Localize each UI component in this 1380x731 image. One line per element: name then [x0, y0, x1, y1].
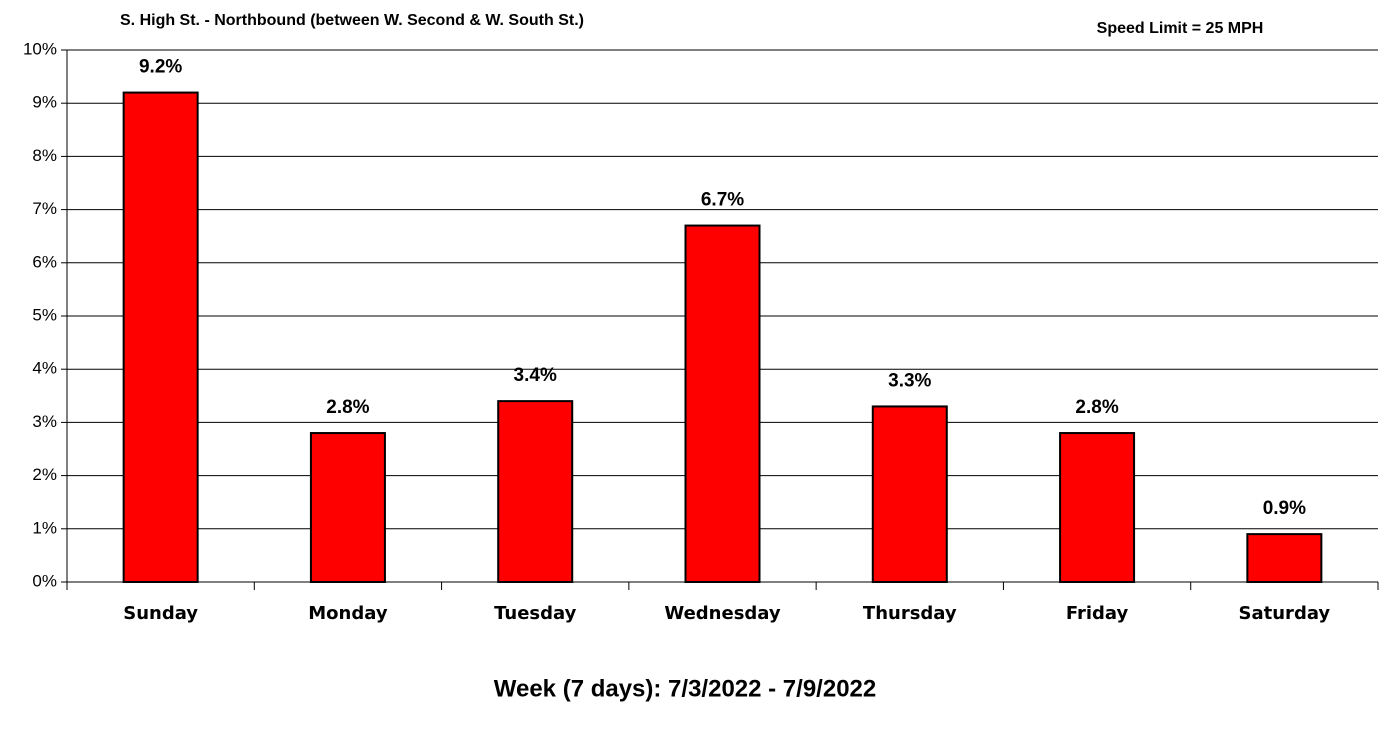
x-tick-label: Saturday	[1239, 603, 1331, 624]
x-tick-label: Sunday	[123, 603, 198, 624]
y-tick-label: 9%	[32, 93, 57, 112]
x-tick-label: Wednesday	[664, 603, 781, 624]
y-tick-label: 3%	[32, 412, 57, 431]
y-tick-label: 7%	[32, 199, 57, 218]
y-tick-label: 0%	[32, 571, 57, 590]
bar	[871, 405, 948, 583]
value-label: 6.7%	[701, 190, 744, 211]
value-label: 9.2%	[139, 57, 182, 78]
value-label: 2.8%	[326, 397, 369, 418]
value-label: 2.8%	[1075, 397, 1118, 418]
bar	[309, 432, 386, 584]
annotation: Speed Limit = 25 MPH	[1097, 20, 1264, 37]
x-axis-label: Week (7 days): 7/3/2022 - 7/9/2022	[494, 675, 876, 702]
x-tick-label: Tuesday	[494, 603, 577, 624]
bar	[497, 400, 574, 583]
y-tick-label: 1%	[32, 518, 57, 537]
y-tick-label: 2%	[32, 465, 57, 484]
bar	[122, 91, 199, 583]
bar	[684, 224, 761, 583]
y-tick-label: 8%	[32, 146, 57, 165]
y-tick-label: 4%	[32, 359, 57, 378]
chart-title: S. High St. - Northbound (between W. Sec…	[120, 12, 584, 29]
y-tick-label: 5%	[32, 305, 57, 324]
y-tick-label: 10%	[23, 39, 57, 58]
value-label: 3.3%	[888, 370, 931, 391]
bar	[1059, 432, 1136, 584]
value-label: 3.4%	[514, 365, 557, 386]
value-label: 0.9%	[1263, 498, 1306, 519]
x-tick-label: Friday	[1066, 603, 1129, 624]
bar	[1246, 533, 1323, 583]
x-tick-label: Monday	[308, 603, 388, 624]
x-tick-label: Thursday	[863, 603, 957, 624]
y-tick-label: 6%	[32, 252, 57, 271]
